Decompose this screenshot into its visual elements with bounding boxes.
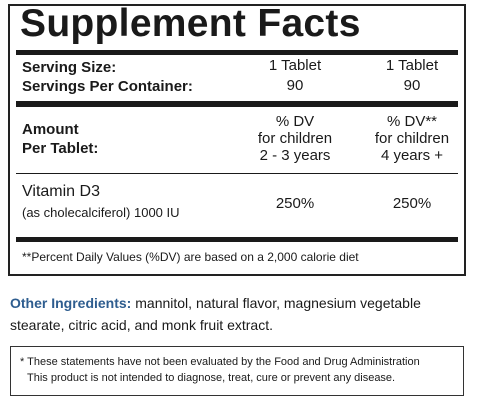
nutrient-dv-col2: 250% (392, 195, 432, 212)
col2-header-line1: % DV** (386, 113, 438, 130)
other-ingredients-label: Other Ingredients: (10, 295, 132, 311)
col2-header-line2: for children (374, 130, 450, 147)
other-ingredients: Other Ingredients: mannitol, natural fla… (10, 292, 470, 336)
per-tablet-label: Per Tablet: (22, 140, 99, 157)
nutrient-dv-col1: 250% (275, 195, 315, 212)
title-divider (16, 50, 458, 55)
panel-title: Supplement Facts (20, 2, 361, 45)
amount-label: Amount (22, 121, 79, 138)
serving-divider (16, 101, 458, 107)
col1-header-line3: 2 - 3 years (259, 147, 331, 164)
col2-header: % DV** for children 4 years + (353, 113, 471, 164)
col2-header-line3: 4 years + (380, 147, 444, 164)
col1-header-line1: % DV (275, 113, 315, 130)
disclaimer-line2: This product is not intended to diagnose… (27, 372, 396, 384)
disclaimer-line1: * These statements have not been evaluat… (20, 356, 420, 368)
servings-per-container-label: Servings Per Container: (22, 78, 193, 95)
fda-disclaimer-box: * These statements have not been evaluat… (10, 346, 464, 396)
nutrient-detail: (as cholecalciferol) 1000 IU (22, 205, 180, 220)
header-divider (16, 173, 458, 174)
serving-size-col1: 1 Tablet (268, 57, 322, 74)
supplement-facts-panel: Supplement Facts Serving Size: 1 Tablet … (8, 2, 466, 276)
dv-footnote: **Percent Daily Values (%DV) are based o… (22, 250, 359, 264)
servings-per-container-col2: 90 (403, 77, 421, 94)
nutrient-name: Vitamin D3 (22, 183, 100, 200)
other-ingredients-text: mannitol, natural flavor, magnesium vege… (10, 295, 421, 333)
serving-size-label: Serving Size: (22, 59, 117, 76)
servings-per-container-col1: 90 (286, 77, 304, 94)
col1-header-line2: for children (257, 130, 333, 147)
nutrient-divider (16, 237, 458, 242)
serving-size-col2: 1 Tablet (385, 57, 439, 74)
col1-header: % DV for children 2 - 3 years (236, 113, 354, 164)
